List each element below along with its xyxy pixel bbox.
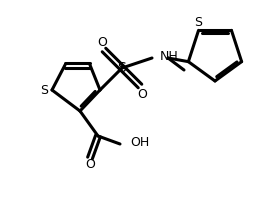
Text: O: O <box>137 88 147 100</box>
Text: S: S <box>40 83 48 97</box>
Text: S: S <box>118 61 126 75</box>
Text: S: S <box>195 16 202 29</box>
Text: NH: NH <box>160 50 179 62</box>
Text: O: O <box>97 36 107 48</box>
Text: O: O <box>85 157 95 171</box>
Text: OH: OH <box>130 135 149 149</box>
